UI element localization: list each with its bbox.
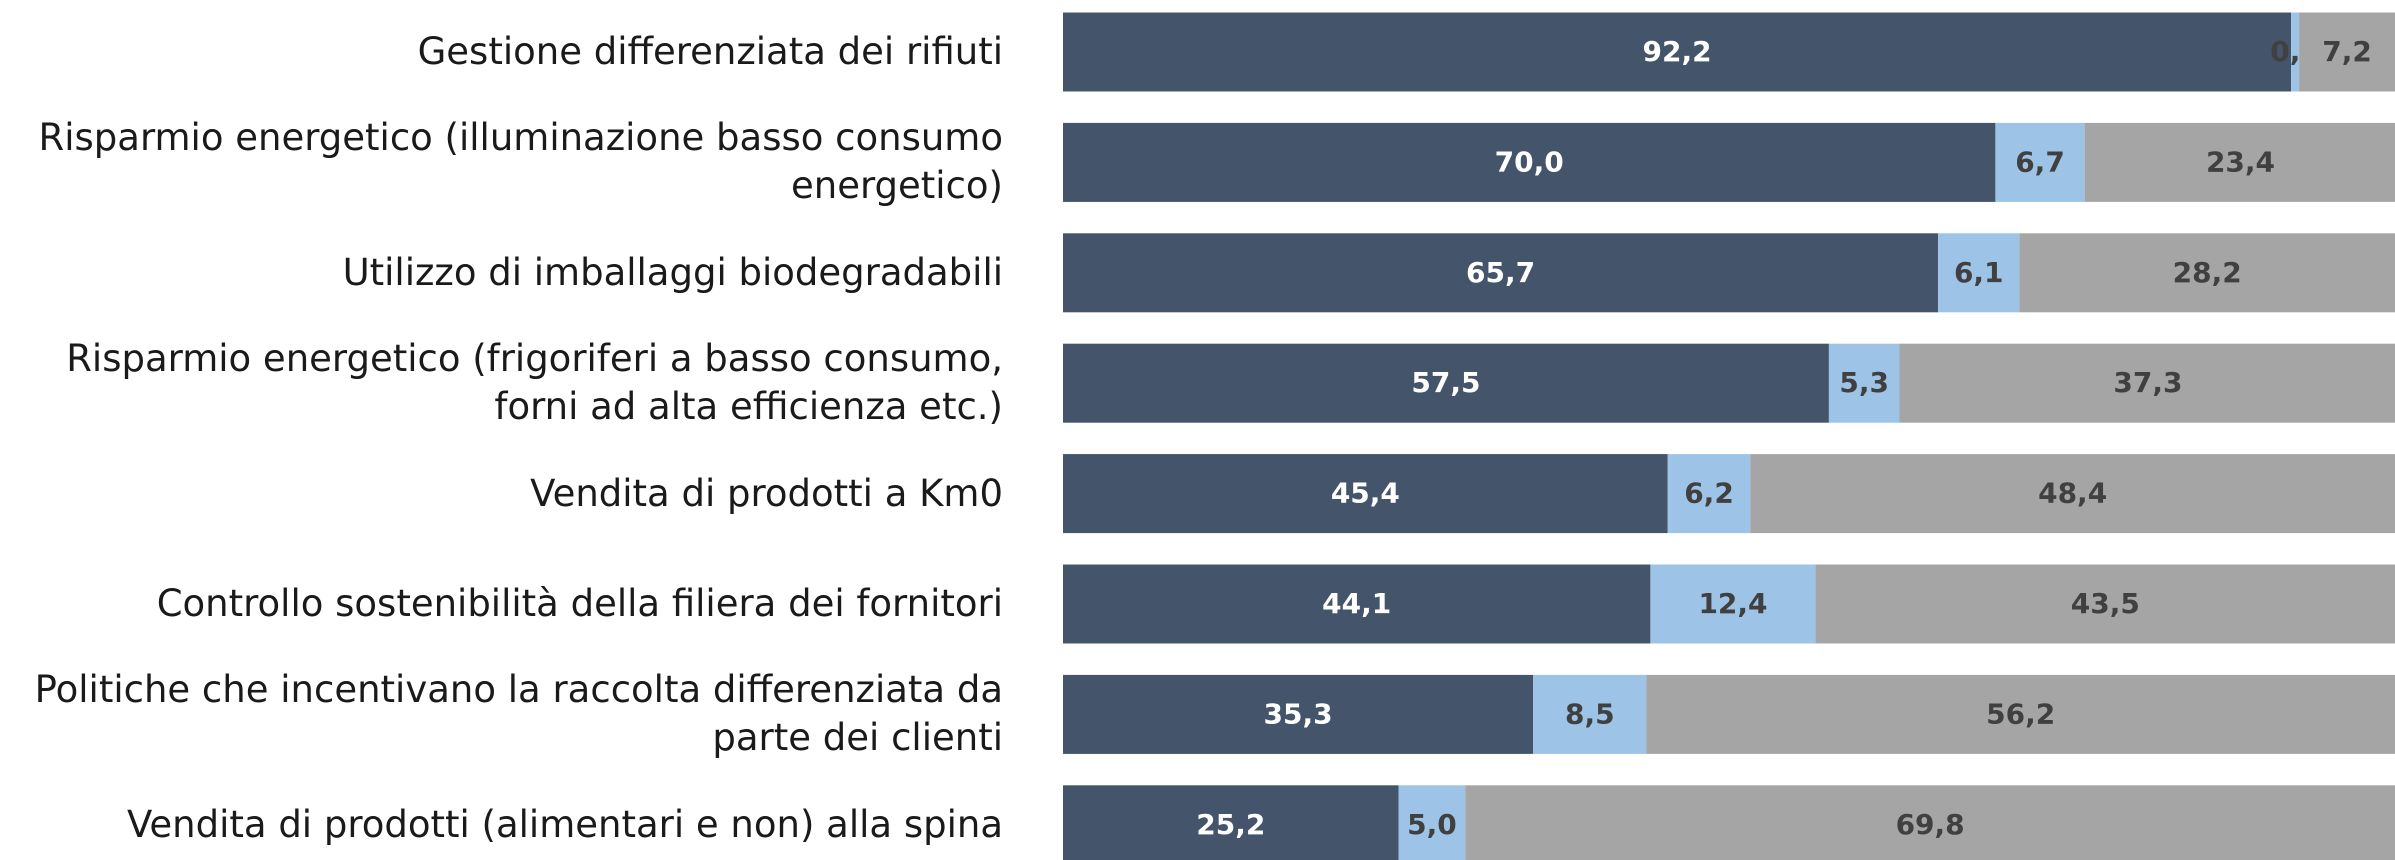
bar-segment [1646,674,2395,754]
value-label: 65,7 [1466,256,1535,289]
value-label: 5,3 [1839,366,1889,399]
bar-segment [1063,564,1651,644]
value-label: 57,5 [1411,366,1480,399]
value-label: 45,4 [1331,477,1400,510]
value-label: 5,0 [1407,808,1457,841]
category-label: Risparmio energetico (illuminazione bass… [38,116,1003,208]
value-label: 7,2 [2322,35,2372,68]
bar-segment [2019,233,2395,313]
bar-segment [1995,122,2085,202]
value-label: 56,2 [1986,697,2055,730]
bar-segment [2084,122,2395,202]
value-label: 70,0 [1495,145,1564,178]
value-label: 28,2 [2173,256,2242,289]
category-label: Politiche che incentivano la raccolta di… [34,668,1003,760]
category-label: Gestione differenziata dei rifiuti [417,30,1003,73]
value-label: 44,1 [1322,587,1391,620]
value-label: 43,5 [2071,587,2140,620]
value-label: 23,4 [2206,145,2275,178]
bar-segment [1063,233,1939,313]
bar-segment [1063,12,2292,92]
bar-segment [1063,343,1829,423]
value-label: 12,4 [1698,587,1767,620]
value-label: 35,3 [1264,697,1333,730]
bar-segment [1465,785,2395,860]
value-label: 48,4 [2038,477,2107,510]
category-label: Risparmio energetico (frigoriferi a bass… [66,337,1003,429]
bar-segment [2291,12,2300,92]
bar-segment [1667,454,1751,534]
value-label: 69,8 [1896,808,1965,841]
value-label: 92,2 [1643,35,1712,68]
bar-segment [1398,785,1466,860]
bar-segment [1828,343,1900,423]
category-label: Utilizzo di imballaggi biodegradabili [342,250,1003,294]
category-label: Vendita di prodotti a Km0 [530,471,1003,515]
bar-segment [1063,122,1996,202]
category-label: Vendita di prodotti (alimentari e non) a… [126,802,1003,846]
bar-segment [1938,233,2020,313]
bar-segment [1533,674,1647,754]
value-label: 6,2 [1684,477,1734,510]
bar-segment [2299,12,2395,92]
value-label: 6,7 [2015,145,2065,178]
value-label: 6,1 [1954,256,2004,289]
value-label: 37,3 [2113,366,2182,399]
value-label: 8,5 [1565,697,1615,730]
bar-segment [1650,564,1816,644]
value-label: 25,2 [1196,808,1265,841]
bar-segment [1815,564,2395,644]
bar-segment [1750,454,2395,534]
bar-segment [1063,674,1534,754]
bar-segment [1063,454,1668,534]
bar-segment [1899,343,2395,423]
bar-segment [1063,785,1399,860]
category-label: Controllo sostenibilità della filiera de… [156,582,1003,625]
